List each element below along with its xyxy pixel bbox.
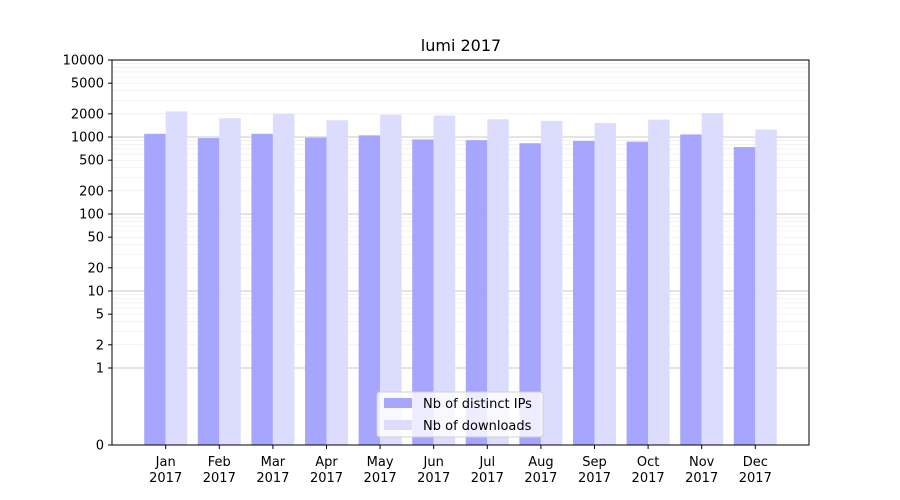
legend-swatch-distinct-ips	[384, 398, 412, 408]
y-tick-label: 50	[87, 231, 104, 246]
bar-downloads	[648, 119, 670, 445]
bar-distinct-ips	[305, 137, 327, 445]
x-tick-label-month: Jan	[155, 455, 176, 470]
x-tick-label-year: 2017	[149, 471, 182, 486]
legend-box	[376, 391, 544, 438]
bar-downloads	[326, 120, 348, 446]
x-tick-label-month: Jul	[478, 455, 495, 470]
y-tick-label: 500	[79, 154, 104, 169]
y-tick-label: 0	[96, 439, 104, 454]
y-tick-label: 100	[79, 208, 104, 223]
bars	[144, 111, 777, 446]
bar-downloads	[165, 111, 188, 446]
x-tick-label-year: 2017	[471, 471, 504, 486]
bar-distinct-ips	[733, 147, 756, 445]
x-tick-label-month: Apr	[315, 455, 338, 470]
y-tick-label: 20	[87, 261, 104, 276]
x-axis: Jan2017Feb2017Mar2017Apr2017May2017Jun20…	[149, 445, 772, 486]
plot-frame	[111, 59, 810, 446]
x-tick-label-year: 2017	[417, 471, 450, 486]
bar-distinct-ips	[144, 133, 166, 446]
chart-title: lumi 2017	[421, 36, 501, 55]
x-tick-label-month: Jun	[423, 455, 444, 470]
bar-distinct-ips	[251, 133, 273, 446]
x-tick-label-month: Oct	[637, 455, 659, 470]
x-tick-label-year: 2017	[524, 471, 557, 486]
x-tick-label-year: 2017	[364, 471, 397, 486]
bar-distinct-ips	[680, 134, 702, 445]
y-tick-label: 10	[87, 285, 104, 300]
x-tick-label-month: Dec	[743, 455, 768, 470]
y-tick-label: 2	[96, 338, 104, 353]
x-tick-label-year: 2017	[632, 471, 665, 486]
bar-downloads	[594, 122, 616, 445]
x-tick-label-month: May	[367, 455, 394, 470]
legend-label-downloads: Nb of downloads	[423, 419, 532, 434]
y-tick-label: 200	[79, 184, 104, 199]
y-tick-label: 10000	[63, 54, 104, 69]
bar-downloads	[433, 115, 456, 445]
y-tick-label: 2000	[71, 107, 104, 122]
x-tick-label-month: Mar	[261, 455, 286, 470]
x-tick-label-year: 2017	[739, 471, 772, 486]
y-tick-label: 1000	[71, 131, 104, 146]
y-axis: 0 1 2 5 10 20 50 100 200 500 1000 2000 5000 10000	[63, 54, 112, 454]
bar-downloads	[219, 118, 241, 445]
x-tick-label-month: Sep	[582, 455, 607, 470]
x-tick-label-year: 2017	[685, 471, 718, 486]
legend: Nb of distinct IPs Nb of downloads	[376, 391, 544, 438]
x-tick-label-year: 2017	[578, 471, 611, 486]
bar-distinct-ips	[412, 139, 434, 445]
bar-distinct-ips	[197, 138, 220, 446]
x-tick-label-month: Aug	[528, 455, 553, 470]
y-tick-label: 5	[96, 308, 104, 323]
y-tick-label: 5000	[71, 77, 104, 92]
x-tick-label-month: Nov	[689, 455, 715, 470]
bar-distinct-ips	[358, 135, 381, 446]
y-tick-label: 1	[96, 362, 104, 377]
bar-distinct-ips	[573, 140, 595, 445]
x-tick-label-year: 2017	[203, 471, 236, 486]
bar-downloads	[540, 120, 563, 445]
bar-downloads	[487, 119, 509, 445]
x-tick-label-year: 2017	[310, 471, 343, 486]
bar-downloads	[272, 113, 295, 446]
legend-swatch-downloads	[384, 420, 412, 430]
bar-downloads	[701, 112, 724, 446]
bar-distinct-ips	[519, 143, 541, 445]
bar-downloads	[755, 129, 777, 445]
x-tick-label-year: 2017	[256, 471, 289, 486]
legend-label-distinct-ips: Nb of distinct IPs	[423, 397, 532, 412]
bar-distinct-ips	[626, 141, 649, 445]
x-tick-label-month: Feb	[208, 455, 231, 470]
bar-distinct-ips	[465, 140, 488, 445]
bar-downloads	[380, 114, 402, 446]
